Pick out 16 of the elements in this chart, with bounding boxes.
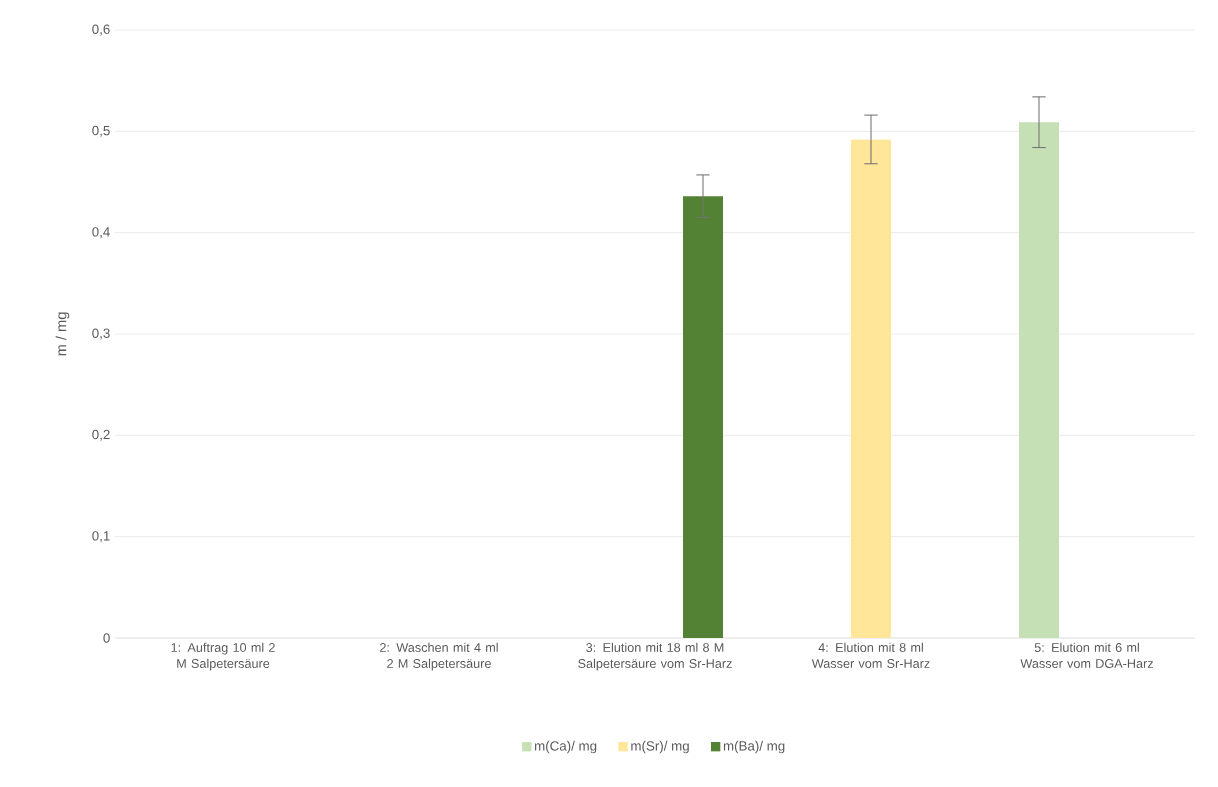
x-tick-label: 4: Elution mit 8 ml Wasser vom Sr-Harz <box>811 642 930 668</box>
y-axis-title: m / mg <box>55 312 70 356</box>
y-tick-label: 0 <box>103 633 110 643</box>
y-tick-label: 0,2 <box>92 429 110 441</box>
legend-label: m(Ba)/ mg <box>723 740 785 754</box>
y-tick-label: 0,6 <box>92 24 110 36</box>
x-tick-label: 1: Auftrag 10 ml 2 M Salpetersäure <box>171 642 275 671</box>
y-tick-label: 0,5 <box>92 125 110 137</box>
legend-label: m(Ca)/ mg <box>535 740 597 754</box>
y-tick-label: 0,4 <box>92 227 110 239</box>
y-tick-label: 0,1 <box>92 531 110 543</box>
x-tick-label: 5: Elution mit 6 ml Wasser vom DGA-Harz <box>1020 642 1153 668</box>
y-tick-label: 0,3 <box>92 328 110 340</box>
x-tick-label: 2: Waschen mit 4 ml 2 M Salpetersäure <box>380 642 498 671</box>
x-tick-label: 3: Elution mit 18 ml 8 M Salpetersäure vom Sr-Harz <box>578 642 732 671</box>
legend-label: m(Sr)/ mg <box>631 740 689 754</box>
